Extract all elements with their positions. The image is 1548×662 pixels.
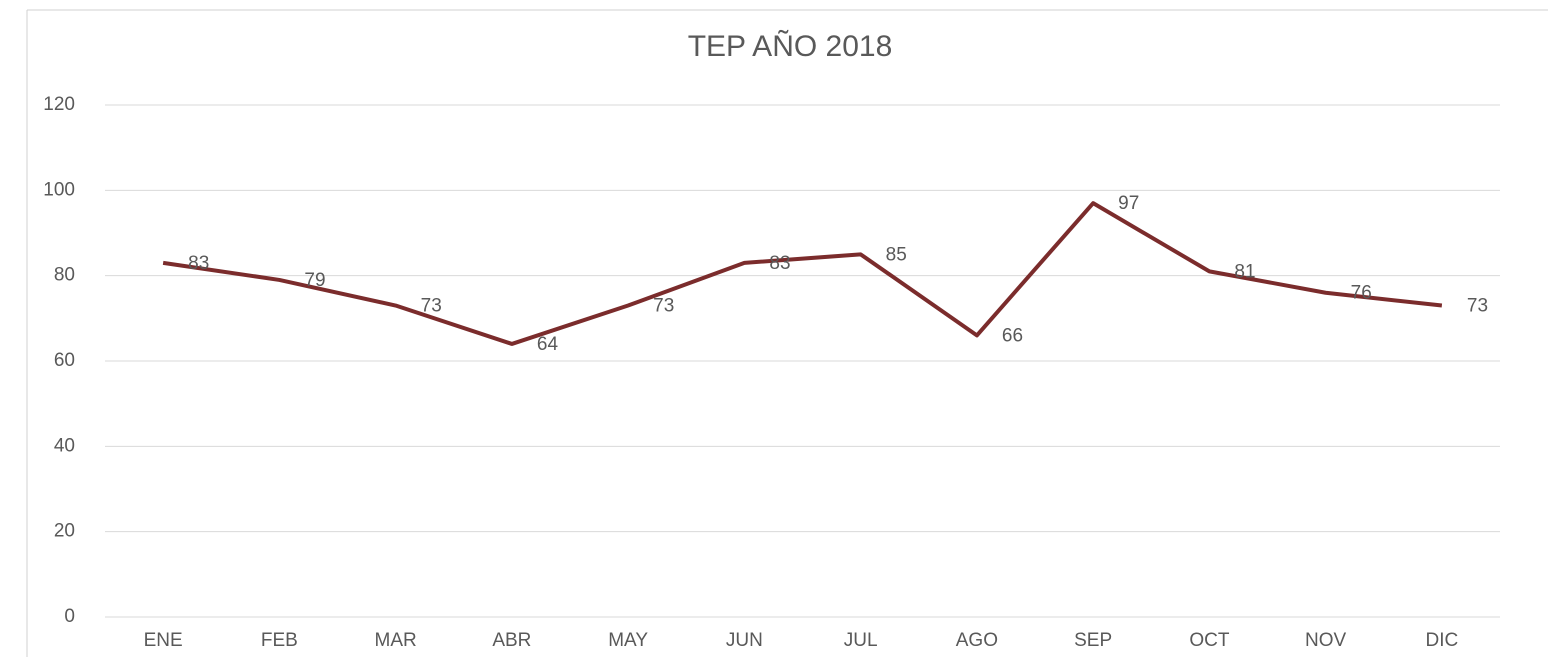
x-tick-label: MAR [375, 630, 417, 651]
x-tick-label: MAY [608, 630, 648, 651]
data-label: 76 [1351, 283, 1372, 304]
data-label: 73 [653, 296, 674, 317]
y-tick-label: 20 [54, 521, 75, 542]
x-tick-label: ABR [492, 630, 531, 651]
x-tick-label: FEB [261, 630, 298, 651]
x-tick-label: DIC [1426, 630, 1459, 651]
x-tick-label: OCT [1189, 630, 1230, 651]
y-tick-label: 0 [64, 606, 75, 627]
data-label: 79 [304, 270, 325, 291]
x-tick-label: NOV [1305, 630, 1347, 651]
x-tick-label: SEP [1074, 630, 1112, 651]
line-series [162, 201, 1443, 346]
y-tick-label: 60 [54, 350, 75, 371]
data-label: 81 [1234, 261, 1255, 282]
data-label: 73 [421, 296, 442, 317]
data-label: 85 [886, 244, 907, 265]
y-tick-label: 40 [54, 435, 75, 456]
y-tick-label: 100 [43, 179, 75, 200]
y-tick-label: 120 [43, 94, 75, 115]
x-tick-label: ENE [144, 630, 183, 651]
data-label: 64 [537, 334, 559, 355]
y-tick-label: 80 [54, 265, 75, 286]
data-label: 73 [1467, 296, 1488, 317]
data-label: 83 [769, 253, 790, 274]
data-label: 66 [1002, 325, 1023, 346]
x-tick-label: AGO [956, 630, 998, 651]
data-label: 97 [1118, 193, 1139, 214]
data-label: 83 [188, 253, 209, 274]
x-tick-label: JUN [726, 630, 763, 651]
chart-title: TEP AÑO 2018 [688, 29, 893, 63]
x-tick-label: JUL [844, 630, 878, 651]
